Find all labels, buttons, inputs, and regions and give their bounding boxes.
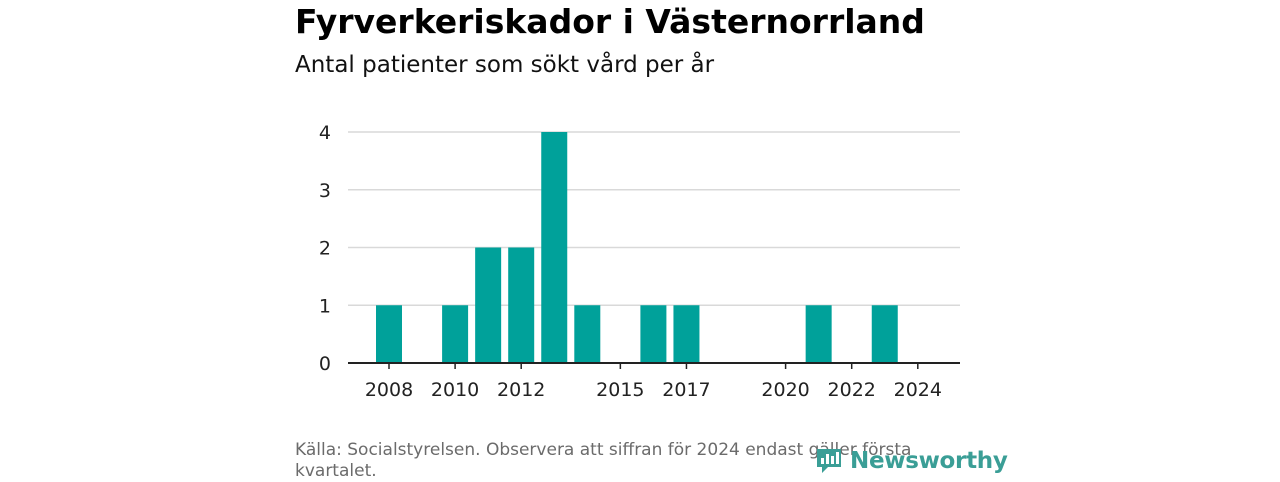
x-tick-label: 2010: [431, 379, 479, 401]
x-tick-label: 2012: [497, 379, 545, 401]
bar: [871, 305, 898, 363]
chart-subtitle: Antal patienter som sökt vård per år: [295, 52, 715, 78]
bar: [574, 305, 601, 363]
bar: [673, 305, 700, 363]
source-note: Källa: Socialstyrelsen. Observera att si…: [295, 440, 912, 481]
x-tick-label: 2022: [828, 379, 876, 401]
newsworthy-logo-icon: [817, 449, 841, 473]
y-tick-label: 1: [319, 295, 331, 317]
x-tick-label: 2017: [662, 379, 710, 401]
newsworthy-logo[interactable]: Newsworthy: [814, 446, 1008, 476]
bar: [475, 247, 502, 363]
bar: [376, 305, 402, 363]
bar: [508, 247, 535, 363]
bar: [805, 305, 832, 363]
y-tick-label: 2: [319, 238, 331, 260]
x-tick-label: 2024: [894, 379, 942, 401]
y-tick-label: 0: [319, 353, 331, 375]
logo-text: Newsworthy: [850, 448, 1008, 474]
bar: [640, 305, 667, 363]
y-tick-label: 4: [319, 122, 331, 144]
x-tick-label: 2008: [365, 379, 413, 401]
bar: [541, 132, 568, 363]
x-tick-label: 2015: [596, 379, 644, 401]
bar-chart: 0 1 2 3 4 2008 2010 2012 2015 2017 2020 2022 2024: [319, 122, 960, 401]
y-tick-label: 3: [319, 180, 331, 202]
chart-title: Fyrverkeriskador i Västernorrland: [295, 2, 925, 41]
x-tick-label: 2020: [761, 379, 809, 401]
bar: [442, 305, 469, 363]
